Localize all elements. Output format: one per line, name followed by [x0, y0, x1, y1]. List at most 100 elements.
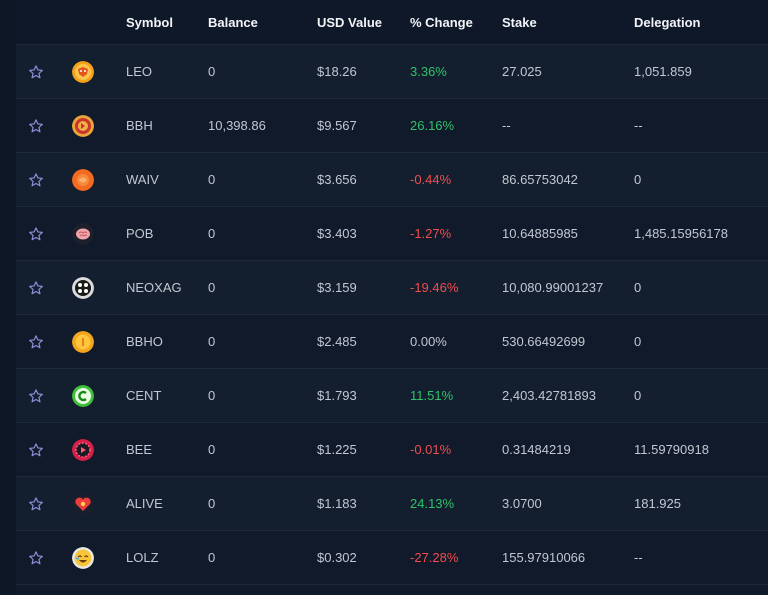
leo-lion-icon	[72, 60, 94, 83]
token-logo	[71, 261, 95, 314]
cent-coin-icon	[72, 384, 94, 407]
token-percent-change: 24.13%	[410, 496, 455, 511]
token-usd-value: $3.159	[317, 280, 357, 295]
favorite-star-icon[interactable]	[26, 423, 46, 476]
token-stake: 86.65753042	[502, 172, 578, 187]
token-logo	[71, 99, 95, 152]
token-balance: 0	[208, 172, 216, 187]
token-balance: 10,398.86	[208, 118, 266, 133]
token-symbol[interactable]: POB	[126, 226, 154, 241]
token-delegation: 1,051.859	[634, 64, 692, 79]
token-delegation: 11.59790918	[634, 442, 709, 457]
favorite-star-icon[interactable]	[26, 99, 46, 152]
token-stake: 3.0700	[502, 496, 542, 511]
token-balance: 0	[208, 388, 216, 403]
token-balance: 0	[208, 64, 216, 79]
token-symbol[interactable]: ALIVE	[126, 496, 163, 511]
token-symbol[interactable]: CENT	[126, 388, 162, 403]
table-row[interactable]: WAIV 0 $3.656 -0.44% 86.65753042 0	[16, 153, 768, 207]
token-usd-value: $0.302	[317, 550, 357, 565]
token-balance: 0	[208, 334, 216, 349]
pob-brain-icon	[72, 222, 94, 245]
token-symbol[interactable]: BBH	[126, 118, 153, 133]
token-delegation: 0	[634, 388, 642, 403]
favorite-star-icon[interactable]	[26, 45, 46, 98]
favorite-star-icon[interactable]	[26, 207, 46, 260]
favorite-star-icon[interactable]	[26, 153, 46, 206]
table-row[interactable]: POB 0 $3.403 -1.27% 10.64885985 1,485.1595617…	[16, 207, 768, 261]
table-row[interactable]: CENT 0 $1.793 11.51% 2,403.42781893 0	[16, 369, 768, 423]
neoxag-icon	[72, 276, 94, 299]
header-usd-value[interactable]: USD Value	[317, 14, 383, 30]
bbho-coin-icon	[72, 330, 94, 353]
favorite-star-icon[interactable]	[26, 315, 46, 368]
table-row[interactable]: ALIVE 0 $1.183 24.13% 3.0700 181.925	[16, 477, 768, 531]
favorite-star-icon[interactable]	[26, 531, 46, 584]
token-symbol[interactable]: BEE	[126, 442, 153, 457]
token-usd-value: $2.485	[317, 334, 357, 349]
table-row[interactable]: LOLZ 0 $0.302 -27.28% 155.97910066 --	[16, 531, 768, 585]
token-logo	[71, 315, 95, 368]
token-balance: 0	[208, 280, 216, 295]
token-usd-value: $18.26	[317, 64, 357, 79]
table-row[interactable]: BBHO 0 $2.485 0.00% 530.66492699 0	[16, 315, 768, 369]
token-delegation: 0	[634, 334, 642, 349]
alive-heart-icon	[72, 492, 94, 515]
token-percent-change: 0.00%	[410, 334, 447, 349]
token-stake: 10.64885985	[502, 226, 578, 241]
token-delegation: 0	[634, 172, 642, 187]
token-percent-change: -0.01%	[410, 442, 452, 457]
token-symbol[interactable]: LOLZ	[126, 550, 159, 565]
token-stake: --	[502, 118, 511, 133]
lolz-laugh-icon	[72, 546, 94, 569]
table-header: Symbol Balance USD Value % Change Stake …	[16, 0, 768, 45]
token-logo	[71, 423, 95, 476]
token-stake: 155.97910066	[502, 550, 586, 565]
token-stake: 2,403.42781893	[502, 388, 596, 403]
token-logo	[71, 531, 95, 584]
token-percent-change: 3.36%	[410, 64, 447, 79]
table-row[interactable]: LEO 0 $18.26 3.36% 27.025 1,051.859	[16, 45, 768, 99]
table-row[interactable]: NEOXAG 0 $3.159 -19.46% 10,080.99001237 0	[16, 261, 768, 315]
token-symbol[interactable]: BBHO	[126, 334, 163, 349]
token-balance: 0	[208, 442, 216, 457]
token-usd-value: $3.403	[317, 226, 357, 241]
token-delegation: --	[634, 550, 643, 565]
token-delegation: 181.925	[634, 496, 681, 511]
token-percent-change: 26.16%	[410, 118, 455, 133]
token-symbol[interactable]: LEO	[126, 64, 153, 79]
token-usd-value: $1.793	[317, 388, 357, 403]
header-balance[interactable]: Balance	[208, 14, 258, 30]
token-logo	[71, 45, 95, 98]
header-delegation[interactable]: Delegation	[634, 14, 701, 30]
token-percent-change: -19.46%	[410, 280, 459, 295]
token-delegation: 0	[634, 280, 642, 295]
token-delegation: 1,485.15956178	[634, 226, 728, 241]
token-usd-value: $3.656	[317, 172, 357, 187]
token-usd-value: $1.183	[317, 496, 357, 511]
favorite-star-icon[interactable]	[26, 261, 46, 314]
token-logo	[71, 153, 95, 206]
token-logo	[71, 207, 95, 260]
token-percent-change: -0.44%	[410, 172, 452, 187]
bbh-coin-icon	[72, 114, 94, 137]
favorite-star-icon[interactable]	[26, 477, 46, 530]
token-usd-value: $9.567	[317, 118, 357, 133]
table-row[interactable]: BEE 0 $1.225 -0.01% 0.31484219 11.59790918	[16, 423, 768, 477]
token-balance: 0	[208, 496, 216, 511]
token-percent-change: -1.27%	[410, 226, 452, 241]
bee-gear-icon	[72, 438, 94, 461]
header-stake[interactable]: Stake	[502, 14, 537, 30]
token-logo	[71, 369, 95, 422]
header-symbol[interactable]: Symbol	[126, 14, 173, 30]
token-percent-change: 11.51%	[410, 388, 454, 403]
table-row[interactable]: BBH 10,398.86 $9.567 26.16% -- --	[16, 99, 768, 153]
token-logo	[71, 477, 95, 530]
token-symbol[interactable]: WAIV	[126, 172, 159, 187]
favorite-star-icon[interactable]	[26, 369, 46, 422]
header-change[interactable]: % Change	[410, 14, 473, 30]
token-usd-value: $1.225	[317, 442, 357, 457]
token-table: Symbol Balance USD Value % Change Stake …	[16, 0, 768, 595]
token-symbol[interactable]: NEOXAG	[126, 280, 182, 295]
token-stake: 27.025	[502, 64, 542, 79]
